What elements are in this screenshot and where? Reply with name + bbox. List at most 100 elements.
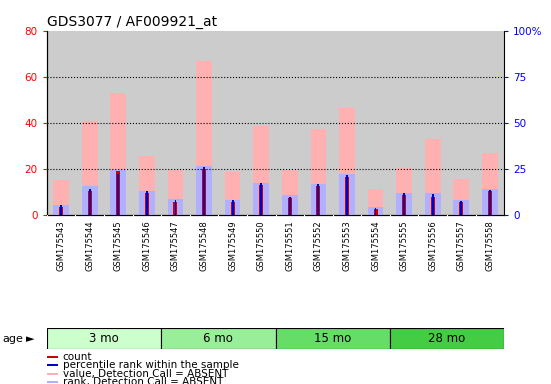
Bar (218, 31, 247, 215)
Bar (139, 156, 155, 215)
Text: GDS3077 / AF009921_at: GDS3077 / AF009921_at (47, 15, 217, 29)
Bar (53, 205, 69, 215)
Text: GSM175555: GSM175555 (399, 220, 409, 271)
Text: GSM175549: GSM175549 (228, 220, 237, 271)
Bar (482, 153, 498, 215)
Bar (345, 177, 349, 215)
Bar (203, 167, 205, 215)
Bar (431, 197, 435, 215)
Bar (374, 209, 377, 215)
Bar (145, 193, 149, 215)
Bar (196, 61, 212, 215)
Bar (89, 189, 91, 215)
Bar (390, 328, 504, 349)
Bar (253, 126, 269, 215)
Bar (231, 202, 235, 215)
Bar (447, 31, 476, 215)
Text: GSM175551: GSM175551 (285, 220, 294, 271)
Bar (425, 139, 441, 215)
Text: GSM175544: GSM175544 (85, 220, 94, 271)
Bar (174, 202, 177, 215)
Bar (396, 193, 412, 215)
Bar (82, 186, 98, 215)
Bar (247, 31, 276, 215)
Bar (453, 200, 469, 215)
Bar (288, 198, 292, 215)
Bar (311, 129, 326, 215)
Bar (259, 185, 263, 215)
Bar (368, 189, 383, 215)
Bar (289, 197, 291, 215)
Bar (196, 166, 212, 215)
Bar (489, 190, 491, 215)
Text: ►: ► (26, 334, 35, 344)
Bar (460, 201, 462, 215)
Bar (282, 170, 298, 215)
Bar (282, 195, 298, 215)
Text: GSM175550: GSM175550 (257, 220, 266, 271)
Bar (117, 174, 119, 215)
Bar (368, 207, 383, 215)
Bar (168, 170, 183, 215)
Text: GSM175554: GSM175554 (371, 220, 380, 271)
Bar (375, 208, 376, 215)
Bar (276, 31, 304, 215)
Bar (139, 191, 155, 215)
Text: GSM175553: GSM175553 (343, 220, 352, 271)
Bar (402, 195, 406, 215)
Bar (53, 180, 69, 215)
Bar (425, 193, 441, 215)
Bar (168, 199, 183, 215)
Text: GSM175545: GSM175545 (114, 220, 123, 271)
Bar (253, 183, 269, 215)
Bar (225, 172, 240, 215)
Text: GSM175547: GSM175547 (171, 220, 180, 271)
Text: GSM175557: GSM175557 (457, 220, 466, 271)
Bar (390, 31, 418, 215)
Text: GSM175546: GSM175546 (142, 220, 152, 271)
Bar (47, 381, 58, 383)
Bar (346, 175, 348, 215)
Bar (225, 200, 240, 215)
Bar (110, 170, 126, 215)
Text: GSM175552: GSM175552 (314, 220, 323, 271)
Bar (88, 191, 91, 215)
Text: 28 mo: 28 mo (428, 333, 466, 345)
Bar (316, 186, 320, 215)
Bar (190, 31, 218, 215)
Bar (418, 31, 447, 215)
Bar (104, 31, 133, 215)
Bar (311, 184, 326, 215)
Bar (476, 31, 504, 215)
Bar (317, 184, 320, 215)
Bar (488, 191, 492, 215)
Text: GSM175543: GSM175543 (57, 220, 66, 271)
Bar (47, 356, 58, 358)
Bar (339, 174, 355, 215)
Bar (333, 31, 361, 215)
Bar (304, 31, 333, 215)
Bar (339, 108, 355, 215)
Text: GSM175558: GSM175558 (485, 220, 494, 271)
Bar (82, 121, 98, 215)
Bar (403, 193, 405, 215)
Bar (60, 205, 62, 215)
Text: count: count (63, 352, 93, 362)
Bar (202, 169, 206, 215)
Bar (361, 31, 390, 215)
Bar (47, 328, 161, 349)
Bar (133, 31, 161, 215)
Text: value, Detection Call = ABSENT: value, Detection Call = ABSENT (63, 369, 228, 379)
Text: age: age (3, 334, 24, 344)
Bar (47, 31, 75, 215)
Bar (231, 200, 234, 215)
Bar (432, 194, 434, 215)
Bar (276, 328, 390, 349)
Text: 6 mo: 6 mo (203, 333, 233, 345)
Bar (110, 93, 126, 215)
Bar (47, 372, 58, 374)
Bar (396, 168, 412, 215)
Text: 15 mo: 15 mo (314, 333, 352, 345)
Text: rank, Detection Call = ABSENT: rank, Detection Call = ABSENT (63, 377, 223, 384)
Bar (59, 207, 63, 215)
